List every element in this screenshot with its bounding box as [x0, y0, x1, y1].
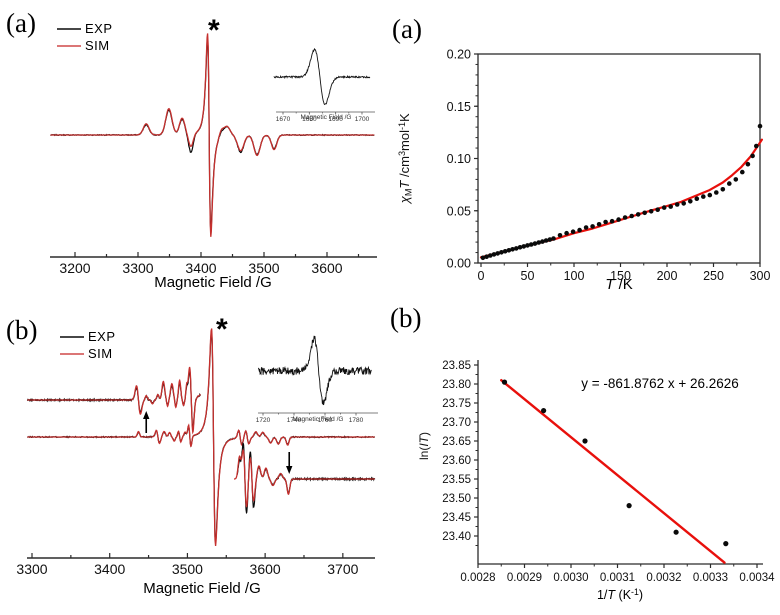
svg-text:100: 100	[564, 269, 585, 283]
svg-text:0.10: 0.10	[447, 152, 471, 166]
svg-text:3700: 3700	[327, 561, 358, 577]
epr-b-x-axis-label: Magnetic Field /G	[143, 580, 261, 597]
epr-a-inset: 1670 1680 1690 1700	[273, 47, 375, 123]
svg-text:23.85: 23.85	[442, 360, 471, 372]
epr-b-down-arrow	[286, 452, 293, 474]
svg-text:0.0034: 0.0034	[739, 572, 775, 584]
svg-text:1780: 1780	[349, 417, 364, 424]
arrhenius-panel-letter: (b)	[390, 303, 422, 333]
svg-text:0.0033: 0.0033	[693, 572, 728, 584]
svg-text:3500: 3500	[172, 561, 203, 577]
arrhenius-plot: 0.0028 0.0029 0.0030 0.0031 0.0032 0.0033 0.00…	[442, 360, 775, 584]
svg-text:1740: 1740	[287, 417, 302, 424]
epr-b-panel-letter: (b)	[6, 315, 38, 345]
svg-text:50: 50	[521, 269, 535, 283]
epr-b-sim-trace-top	[27, 366, 201, 435]
arrhenius-fit-line	[500, 379, 726, 564]
svg-text:1690: 1690	[328, 116, 343, 123]
epr-a-legend-exp-label: EXP	[85, 21, 113, 36]
epr-b-up-arrow	[143, 411, 150, 433]
svg-text:150: 150	[610, 269, 631, 283]
epr-a-inset-x-axis-label: Magnetic Field /G	[300, 114, 352, 121]
epr-b-star-marker: *	[216, 313, 228, 346]
svg-text:23.45: 23.45	[442, 512, 471, 524]
svg-text:3500: 3500	[248, 260, 279, 276]
epr-a-panel-letter: (a)	[6, 8, 36, 38]
svg-text:0.0029: 0.0029	[507, 572, 542, 584]
epr-b-inset-x-axis-label: Magnetic Field /G	[292, 416, 344, 423]
svg-text:3400: 3400	[94, 561, 125, 577]
svg-text:0.20: 0.20	[447, 48, 471, 62]
epr-b-legend-sim-label: SIM	[88, 346, 113, 361]
svg-text:0.0032: 0.0032	[646, 572, 681, 584]
chit-x-axis-label: T /K	[605, 276, 633, 293]
svg-text:0.05: 0.05	[447, 204, 471, 218]
svg-text:23.75: 23.75	[442, 398, 471, 410]
chit-fit-curve	[479, 138, 763, 259]
arrhenius-fit-equation: y = -861.8762 x + 26.2626	[581, 376, 739, 391]
epr-b-sim-trace-middle	[27, 328, 375, 547]
epr-a-plot: 3200 3300 3400 3500 3600 1670 1680 1690 1700	[50, 28, 377, 276]
epr-b-exp-trace-bottom	[236, 442, 376, 514]
svg-text:0.0030: 0.0030	[553, 572, 588, 584]
svg-text:3200: 3200	[59, 260, 90, 276]
epr-b-plot: 3300 3400 3500 3600 3700 1720 1740 1760 1780	[16, 328, 378, 577]
svg-text:1700: 1700	[355, 116, 370, 123]
svg-text:0.0031: 0.0031	[600, 572, 635, 584]
svg-text:300: 300	[750, 269, 771, 283]
epr-a-inset-curve	[273, 47, 371, 106]
svg-text:0.00: 0.00	[447, 257, 471, 271]
svg-text:0: 0	[478, 269, 485, 283]
svg-text:200: 200	[657, 269, 678, 283]
epr-b-inset: 1720 1740 1760 1780	[256, 335, 378, 424]
svg-text:23.55: 23.55	[442, 474, 471, 486]
chit-y-axis-label: χMT /cm3mol-1K	[396, 113, 414, 204]
svg-text:0.0028: 0.0028	[460, 572, 495, 584]
svg-text:1760: 1760	[318, 417, 333, 424]
svg-text:23.60: 23.60	[442, 455, 471, 467]
epr-a-sim-curve	[50, 33, 375, 237]
svg-text:23.40: 23.40	[442, 531, 471, 543]
chit-panel-letter: (a)	[392, 14, 422, 44]
svg-text:0.15: 0.15	[447, 100, 471, 114]
epr-a-legend-sim-label: SIM	[85, 38, 110, 53]
svg-text:23.70: 23.70	[442, 417, 471, 429]
epr-a-x-axis-label: Magnetic Field /G	[154, 274, 272, 291]
svg-text:23.65: 23.65	[442, 436, 471, 448]
epr-b-legend-exp-label: EXP	[88, 329, 116, 344]
arrhenius-y-axis-label: ln(IT)	[417, 431, 431, 461]
svg-text:23.50: 23.50	[442, 493, 471, 505]
chit-scatter-points	[480, 123, 763, 261]
chit-plot: 0 50 100 150 200 250 300 0.00 0.05 0.10 0.15 0.20	[447, 48, 771, 284]
svg-text:3300: 3300	[16, 561, 47, 577]
svg-text:23.80: 23.80	[442, 379, 471, 391]
epr-b-sim-trace-bottom	[234, 448, 375, 508]
svg-text:1720: 1720	[256, 417, 271, 424]
svg-text:3600: 3600	[311, 260, 342, 276]
svg-text:1680: 1680	[302, 116, 317, 123]
svg-text:1670: 1670	[276, 116, 291, 123]
epr-b-inset-curve	[257, 335, 372, 406]
svg-text:3400: 3400	[185, 260, 216, 276]
arrhenius-x-axis-label: 1/T (K-1)	[596, 587, 643, 602]
svg-text:250: 250	[703, 269, 724, 283]
svg-text:3600: 3600	[250, 561, 281, 577]
svg-text:3300: 3300	[122, 260, 153, 276]
epr-a-star-marker: *	[208, 14, 220, 47]
arrhenius-scatter-points	[501, 379, 729, 547]
